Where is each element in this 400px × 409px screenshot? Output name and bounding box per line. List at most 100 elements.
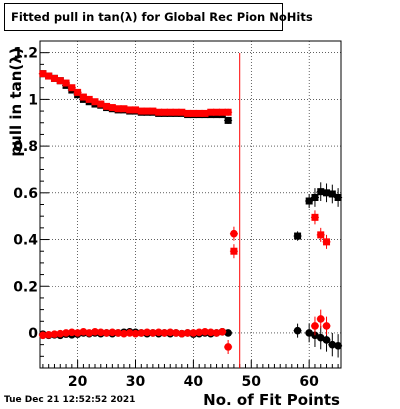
data-point-square [201, 109, 209, 117]
data-point-square [97, 100, 105, 108]
data-point-circle [206, 328, 215, 337]
x-axis-label: No. of Fit Points [203, 391, 340, 409]
data-point-circle [102, 329, 111, 337]
plot-frame [39, 40, 342, 369]
data-point-circle [311, 322, 319, 330]
data-point-circle [114, 329, 122, 337]
data-point-square [166, 108, 174, 116]
data-point-square [74, 88, 82, 96]
data-point-circle [224, 329, 232, 337]
data-point-square [218, 108, 226, 116]
y-axis-label: pull in tan(λ) [7, 47, 25, 156]
data-point-square [323, 189, 331, 197]
data-point-square [172, 108, 180, 116]
data-point-circle [201, 327, 209, 336]
data-point-circle [160, 329, 169, 337]
data-point-circle [322, 336, 331, 344]
data-series [38, 226, 331, 354]
y-tick-label: 1 [28, 92, 38, 108]
x-tick-label: 60 [299, 374, 319, 390]
data-point-circle [224, 343, 232, 351]
data-point-circle [212, 329, 221, 337]
data-point-square [137, 107, 145, 115]
axes: 20 30 40 50 60 0 0.2 0.4 0.6 0.8 1 1.2 [13, 46, 339, 390]
data-point-square [207, 108, 215, 116]
data-point-circle [189, 329, 198, 337]
data-point-circle [91, 327, 99, 336]
data-point-circle [120, 329, 128, 338]
data-point-circle [293, 326, 302, 335]
data-point-circle [218, 327, 227, 336]
data-point-square [184, 109, 192, 117]
data-point-square [334, 193, 342, 201]
data-point-square [160, 108, 168, 116]
data-point-square [311, 213, 319, 221]
y-tick-label: 0.6 [13, 186, 38, 202]
data-point-circle [85, 329, 94, 337]
data-point-circle [154, 328, 163, 337]
data-point-square [323, 238, 331, 246]
data-point-circle [328, 340, 337, 349]
data-point-circle [334, 342, 342, 350]
y-tick-label: 0 [28, 326, 38, 342]
data-point-circle [56, 329, 65, 338]
data-point-circle [230, 229, 238, 238]
data-point-circle [39, 331, 47, 340]
data-point-square [328, 190, 336, 198]
data-point-square [143, 107, 151, 115]
data-point-square [317, 231, 325, 239]
data-point-circle [143, 328, 151, 337]
data-point-square [45, 72, 53, 80]
data-point-square [79, 93, 87, 101]
data-point-square [224, 116, 232, 124]
data-point-square [195, 109, 203, 117]
data-layer [38, 53, 343, 368]
data-point-square [224, 108, 232, 116]
y-tick-label: 0.2 [13, 279, 38, 295]
data-point-square [68, 84, 76, 92]
data-point-circle [108, 328, 117, 337]
x-tick-label: 30 [126, 374, 146, 390]
data-point-circle [166, 328, 175, 337]
y-tick-label: 0.8 [13, 139, 38, 155]
data-point-square [56, 77, 64, 85]
data-point-square [39, 70, 47, 78]
data-point-square [178, 108, 186, 116]
y-tick-label: 1.2 [13, 46, 38, 62]
data-point-square [85, 95, 93, 103]
data-point-square [91, 98, 99, 106]
data-point-circle [44, 331, 53, 339]
x-tick-label: 50 [242, 374, 262, 390]
y-tick-label: 0.4 [13, 233, 38, 249]
data-point-circle [195, 328, 203, 337]
data-point-square [294, 232, 302, 240]
data-point-circle [316, 315, 325, 323]
data-point-circle [178, 329, 186, 338]
x-tick-label: 20 [68, 374, 88, 390]
timestamp: Tue Dec 21 12:52:52 2021 [4, 395, 136, 405]
data-point-square [189, 109, 197, 117]
data-point-circle [79, 327, 88, 336]
data-point-square [108, 104, 116, 112]
x-tick-label: 40 [184, 374, 204, 390]
data-point-square [149, 107, 157, 115]
data-point-circle [62, 329, 70, 337]
data-point-circle [149, 329, 157, 337]
data-point-circle [172, 329, 180, 337]
data-point-square [120, 105, 128, 113]
data-point-square [230, 247, 238, 255]
data-point-square [50, 74, 58, 82]
data-point-circle [131, 329, 140, 338]
data-point-circle [137, 329, 146, 337]
data-point-square [103, 102, 111, 110]
chart-title: Fitted pull in tan(λ) for Global Rec Pio… [4, 3, 313, 31]
data-point-circle [183, 329, 192, 337]
data-point-square [126, 106, 134, 114]
data-point-circle [73, 329, 82, 337]
data-point-square [132, 106, 140, 114]
data-point-circle [68, 328, 76, 337]
data-point-circle [50, 330, 59, 338]
data-point-square [155, 108, 163, 116]
data-point-circle [125, 329, 134, 337]
